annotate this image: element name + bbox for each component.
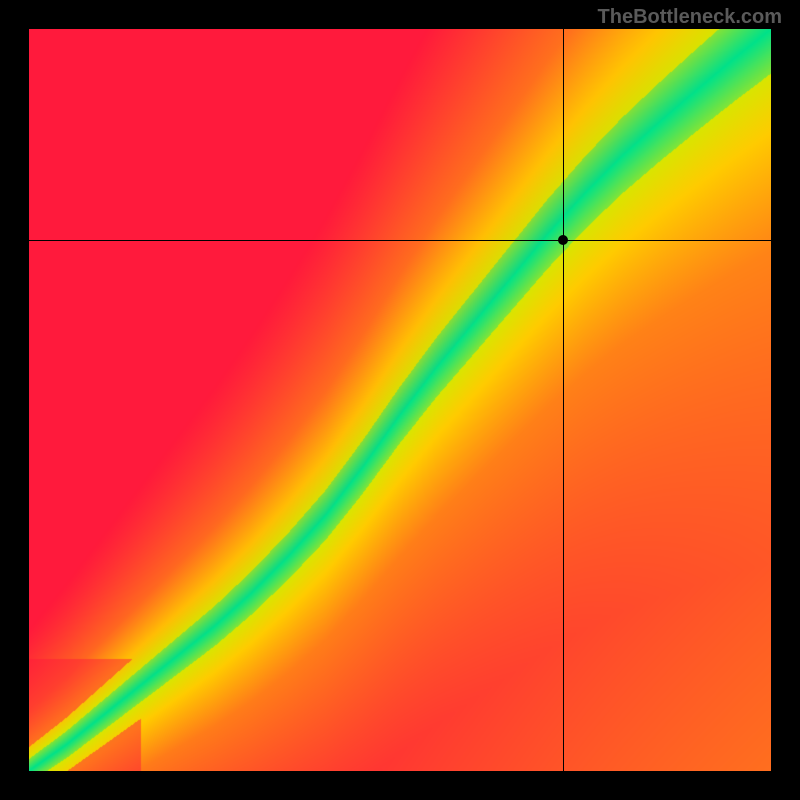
crosshair-marker xyxy=(558,235,568,245)
heatmap-canvas xyxy=(29,29,771,771)
crosshair-horizontal xyxy=(29,240,771,241)
heatmap-plot xyxy=(29,29,771,771)
crosshair-vertical xyxy=(563,29,564,771)
watermark-text: TheBottleneck.com xyxy=(598,6,782,29)
